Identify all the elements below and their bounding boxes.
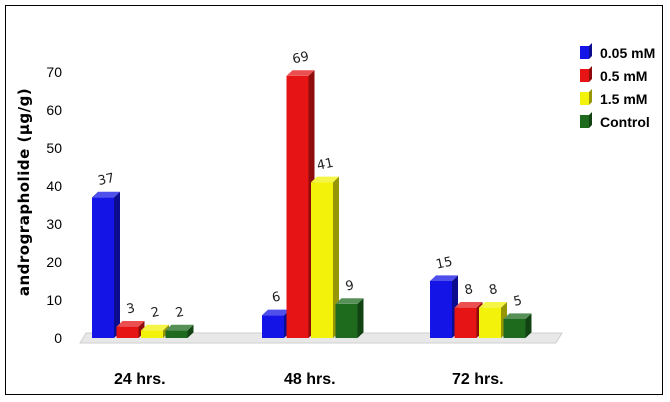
y-axis-label: andrographolide (µg/g) <box>15 88 33 296</box>
bar <box>165 324 194 338</box>
data-label: 37 <box>97 171 116 189</box>
bar-top <box>335 298 364 304</box>
bar-front <box>262 315 284 338</box>
legend-swatch <box>580 115 589 128</box>
bar-side <box>525 313 532 338</box>
bar <box>430 275 458 338</box>
y-tick-label: 40 <box>46 178 62 194</box>
legend-swatch <box>580 46 589 59</box>
bar-side <box>114 191 120 338</box>
bar-front <box>454 307 477 338</box>
y-axis-ticks: 0 10 20 30 40 50 60 70 <box>46 64 62 346</box>
y-tick-label: 0 <box>54 330 62 346</box>
legend-item: Control <box>580 112 650 130</box>
data-label: 8 <box>463 282 474 298</box>
legend-label: Control <box>600 114 650 130</box>
bars-group: 37 6 15 3 69 8 2 41 8 2 9 5 <box>92 49 532 339</box>
bar-side <box>333 176 339 338</box>
legend-swatch <box>580 92 589 105</box>
y-tick-label: 50 <box>46 140 62 156</box>
bar-top <box>430 275 458 281</box>
legend-item: 1.5 mM <box>580 89 647 107</box>
bar-front <box>141 330 163 338</box>
legend-label: 0.5 mM <box>600 68 647 84</box>
bar-front <box>311 182 333 338</box>
y-tick-label: 70 <box>46 64 62 80</box>
data-label: 2 <box>150 305 161 321</box>
data-label: 69 <box>291 49 310 67</box>
bar-front <box>116 326 139 338</box>
bar-top <box>262 309 290 316</box>
legend: 0.05 mM 0.5 mM 1.5 mM Control <box>580 43 655 130</box>
x-category-label: 24 hrs. <box>114 371 166 388</box>
data-label: 41 <box>316 156 335 174</box>
data-label: 6 <box>271 290 282 306</box>
legend-label: 0.05 mM <box>600 45 655 61</box>
bar-top <box>479 302 507 308</box>
bar-front <box>430 281 452 338</box>
bar-front <box>479 307 501 338</box>
legend-swatch-side <box>589 43 592 59</box>
bar-front <box>165 330 188 338</box>
bar-top <box>286 70 315 76</box>
bar-top <box>92 191 120 198</box>
bar <box>92 191 120 338</box>
bar-front <box>92 197 114 338</box>
x-category-label: 48 hrs. <box>284 371 336 388</box>
y-tick-label: 30 <box>46 216 62 232</box>
bar <box>116 321 145 338</box>
data-label: 3 <box>125 301 136 317</box>
y-tick-label: 20 <box>46 254 62 270</box>
legend-swatch-side <box>589 66 592 82</box>
legend-item: 0.05 mM <box>580 43 655 61</box>
x-axis-categories: 24 hrs. 48 hrs. 72 hrs. <box>114 371 504 388</box>
y-tick-label: 60 <box>46 102 62 118</box>
data-label: 8 <box>488 282 499 298</box>
legend-item: 0.5 mM <box>580 66 647 84</box>
x-category-label: 72 hrs. <box>452 371 504 388</box>
data-label: 2 <box>174 305 185 321</box>
bar-top <box>454 302 483 308</box>
bar-front <box>503 319 526 338</box>
bar-top <box>141 324 169 331</box>
y-tick-label: 10 <box>46 292 62 308</box>
bar <box>479 302 507 338</box>
bar-side <box>187 324 194 338</box>
bar-top <box>503 313 532 319</box>
bar <box>503 313 532 338</box>
bar <box>141 324 169 338</box>
bar-side <box>357 298 364 338</box>
bar <box>454 302 483 338</box>
legend-swatch <box>580 69 589 82</box>
bar <box>286 70 315 339</box>
data-label: 5 <box>512 293 523 309</box>
bar <box>311 176 339 338</box>
bar-top <box>311 176 339 183</box>
legend-swatch-side <box>589 89 592 105</box>
bar-front <box>335 303 358 338</box>
data-label: 15 <box>435 255 454 273</box>
legend-label: 1.5 mM <box>600 91 647 107</box>
bar-top <box>116 321 145 327</box>
data-label: 9 <box>344 278 355 294</box>
bar <box>335 298 364 338</box>
bar <box>262 309 290 338</box>
bar-front <box>286 75 309 339</box>
legend-swatch-side <box>589 112 592 128</box>
bar-top <box>165 324 194 331</box>
